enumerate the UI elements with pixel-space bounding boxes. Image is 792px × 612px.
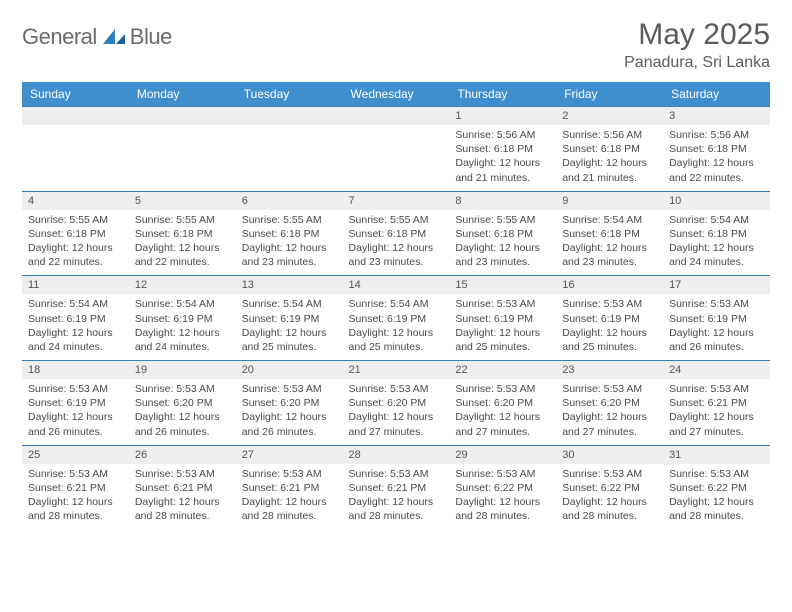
date-cell: Sunrise: 5:53 AMSunset: 6:20 PMDaylight:… — [556, 379, 663, 445]
date-number-row: 45678910 — [22, 191, 770, 210]
date-number — [129, 107, 236, 126]
date-cell: Sunrise: 5:54 AMSunset: 6:18 PMDaylight:… — [663, 210, 770, 276]
date-cell: Sunrise: 5:56 AMSunset: 6:18 PMDaylight:… — [663, 125, 770, 191]
date-number: 28 — [343, 445, 450, 464]
date-detail-row: Sunrise: 5:54 AMSunset: 6:19 PMDaylight:… — [22, 294, 770, 360]
date-cell: Sunrise: 5:53 AMSunset: 6:21 PMDaylight:… — [343, 464, 450, 530]
date-number: 11 — [22, 276, 129, 295]
date-cell: Sunrise: 5:56 AMSunset: 6:18 PMDaylight:… — [556, 125, 663, 191]
date-cell — [22, 125, 129, 191]
date-cell: Sunrise: 5:53 AMSunset: 6:22 PMDaylight:… — [449, 464, 556, 530]
date-cell: Sunrise: 5:55 AMSunset: 6:18 PMDaylight:… — [129, 210, 236, 276]
day-header: Tuesday — [236, 82, 343, 107]
date-cell: Sunrise: 5:56 AMSunset: 6:18 PMDaylight:… — [449, 125, 556, 191]
calendar-page: General Blue May 2025 Panadura, Sri Lank… — [0, 0, 792, 539]
date-number: 1 — [449, 107, 556, 126]
date-cell: Sunrise: 5:53 AMSunset: 6:21 PMDaylight:… — [129, 464, 236, 530]
date-cell — [129, 125, 236, 191]
date-number: 15 — [449, 276, 556, 295]
date-number: 19 — [129, 361, 236, 380]
date-number: 5 — [129, 191, 236, 210]
date-detail-row: Sunrise: 5:56 AMSunset: 6:18 PMDaylight:… — [22, 125, 770, 191]
date-number: 6 — [236, 191, 343, 210]
date-cell: Sunrise: 5:53 AMSunset: 6:19 PMDaylight:… — [663, 294, 770, 360]
date-number: 12 — [129, 276, 236, 295]
date-cell: Sunrise: 5:55 AMSunset: 6:18 PMDaylight:… — [236, 210, 343, 276]
date-number: 10 — [663, 191, 770, 210]
day-header-row: Sunday Monday Tuesday Wednesday Thursday… — [22, 82, 770, 107]
logo: General Blue — [22, 18, 172, 50]
date-cell: Sunrise: 5:53 AMSunset: 6:20 PMDaylight:… — [449, 379, 556, 445]
date-number: 22 — [449, 361, 556, 380]
date-cell: Sunrise: 5:53 AMSunset: 6:21 PMDaylight:… — [22, 464, 129, 530]
date-number: 9 — [556, 191, 663, 210]
date-number: 13 — [236, 276, 343, 295]
sail-icon — [101, 27, 127, 47]
header: General Blue May 2025 Panadura, Sri Lank… — [22, 18, 770, 72]
date-number: 7 — [343, 191, 450, 210]
date-number-row: 11121314151617 — [22, 276, 770, 295]
date-number: 16 — [556, 276, 663, 295]
date-cell: Sunrise: 5:54 AMSunset: 6:18 PMDaylight:… — [556, 210, 663, 276]
date-number — [22, 107, 129, 126]
date-cell — [236, 125, 343, 191]
date-cell: Sunrise: 5:53 AMSunset: 6:20 PMDaylight:… — [129, 379, 236, 445]
date-number: 4 — [22, 191, 129, 210]
date-cell: Sunrise: 5:53 AMSunset: 6:20 PMDaylight:… — [236, 379, 343, 445]
day-header: Saturday — [663, 82, 770, 107]
calendar-table: Sunday Monday Tuesday Wednesday Thursday… — [22, 82, 770, 529]
date-number: 21 — [343, 361, 450, 380]
date-cell — [343, 125, 450, 191]
date-number: 18 — [22, 361, 129, 380]
date-cell: Sunrise: 5:55 AMSunset: 6:18 PMDaylight:… — [343, 210, 450, 276]
date-cell: Sunrise: 5:54 AMSunset: 6:19 PMDaylight:… — [129, 294, 236, 360]
day-header: Thursday — [449, 82, 556, 107]
date-number: 29 — [449, 445, 556, 464]
date-number — [343, 107, 450, 126]
day-header: Sunday — [22, 82, 129, 107]
page-title: May 2025 — [624, 18, 770, 52]
date-cell: Sunrise: 5:54 AMSunset: 6:19 PMDaylight:… — [236, 294, 343, 360]
date-cell: Sunrise: 5:53 AMSunset: 6:19 PMDaylight:… — [449, 294, 556, 360]
date-cell: Sunrise: 5:53 AMSunset: 6:22 PMDaylight:… — [663, 464, 770, 530]
date-number: 2 — [556, 107, 663, 126]
logo-word2: Blue — [130, 24, 172, 50]
date-number: 30 — [556, 445, 663, 464]
date-number-row: 18192021222324 — [22, 361, 770, 380]
date-cell: Sunrise: 5:54 AMSunset: 6:19 PMDaylight:… — [22, 294, 129, 360]
date-number: 24 — [663, 361, 770, 380]
date-cell: Sunrise: 5:55 AMSunset: 6:18 PMDaylight:… — [449, 210, 556, 276]
location: Panadura, Sri Lanka — [624, 54, 770, 72]
date-number — [236, 107, 343, 126]
date-number: 25 — [22, 445, 129, 464]
date-number-row: 123 — [22, 107, 770, 126]
date-cell: Sunrise: 5:54 AMSunset: 6:19 PMDaylight:… — [343, 294, 450, 360]
date-cell: Sunrise: 5:53 AMSunset: 6:19 PMDaylight:… — [556, 294, 663, 360]
date-number: 8 — [449, 191, 556, 210]
date-number: 3 — [663, 107, 770, 126]
date-detail-row: Sunrise: 5:53 AMSunset: 6:19 PMDaylight:… — [22, 379, 770, 445]
logo-word1: General — [22, 24, 97, 50]
date-cell: Sunrise: 5:53 AMSunset: 6:20 PMDaylight:… — [343, 379, 450, 445]
date-cell: Sunrise: 5:53 AMSunset: 6:21 PMDaylight:… — [663, 379, 770, 445]
title-block: May 2025 Panadura, Sri Lanka — [624, 18, 770, 72]
date-number: 23 — [556, 361, 663, 380]
date-cell: Sunrise: 5:53 AMSunset: 6:22 PMDaylight:… — [556, 464, 663, 530]
date-number: 26 — [129, 445, 236, 464]
date-cell: Sunrise: 5:55 AMSunset: 6:18 PMDaylight:… — [22, 210, 129, 276]
day-header: Monday — [129, 82, 236, 107]
date-cell: Sunrise: 5:53 AMSunset: 6:19 PMDaylight:… — [22, 379, 129, 445]
date-detail-row: Sunrise: 5:55 AMSunset: 6:18 PMDaylight:… — [22, 210, 770, 276]
date-number: 27 — [236, 445, 343, 464]
date-number: 31 — [663, 445, 770, 464]
date-detail-row: Sunrise: 5:53 AMSunset: 6:21 PMDaylight:… — [22, 464, 770, 530]
date-number: 20 — [236, 361, 343, 380]
date-number: 17 — [663, 276, 770, 295]
date-cell: Sunrise: 5:53 AMSunset: 6:21 PMDaylight:… — [236, 464, 343, 530]
date-number-row: 25262728293031 — [22, 445, 770, 464]
date-number: 14 — [343, 276, 450, 295]
day-header: Wednesday — [343, 82, 450, 107]
day-header: Friday — [556, 82, 663, 107]
